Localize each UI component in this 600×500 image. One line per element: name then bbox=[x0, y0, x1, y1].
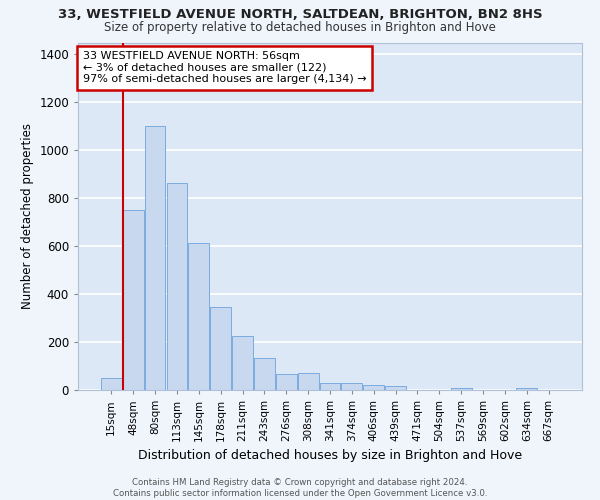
Bar bbox=[276, 374, 296, 390]
Bar bbox=[167, 182, 187, 390]
Bar bbox=[385, 386, 406, 390]
Bar bbox=[254, 358, 275, 390]
Bar bbox=[232, 336, 253, 390]
Bar bbox=[517, 388, 537, 390]
Text: 33 WESTFIELD AVENUE NORTH: 56sqm
← 3% of detached houses are smaller (122)
97% o: 33 WESTFIELD AVENUE NORTH: 56sqm ← 3% of… bbox=[83, 51, 367, 84]
Y-axis label: Number of detached properties: Number of detached properties bbox=[20, 123, 34, 309]
Bar bbox=[210, 308, 231, 390]
Text: 33, WESTFIELD AVENUE NORTH, SALTDEAN, BRIGHTON, BN2 8HS: 33, WESTFIELD AVENUE NORTH, SALTDEAN, BR… bbox=[58, 8, 542, 20]
Text: Size of property relative to detached houses in Brighton and Hove: Size of property relative to detached ho… bbox=[104, 21, 496, 34]
Bar bbox=[364, 385, 384, 390]
Bar bbox=[145, 126, 166, 390]
Text: Contains HM Land Registry data © Crown copyright and database right 2024.
Contai: Contains HM Land Registry data © Crown c… bbox=[113, 478, 487, 498]
Bar bbox=[101, 378, 122, 390]
Bar bbox=[341, 383, 362, 390]
Bar bbox=[320, 383, 340, 390]
Bar bbox=[451, 388, 472, 390]
Bar bbox=[123, 210, 143, 390]
Bar bbox=[298, 373, 319, 390]
X-axis label: Distribution of detached houses by size in Brighton and Hove: Distribution of detached houses by size … bbox=[138, 450, 522, 462]
Bar bbox=[188, 242, 209, 390]
